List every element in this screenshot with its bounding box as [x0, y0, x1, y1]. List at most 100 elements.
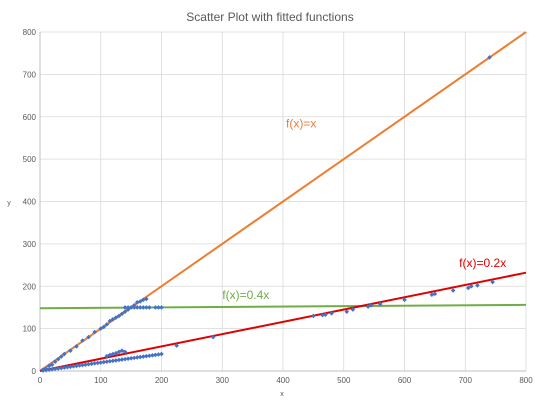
y-tick-label: 600: [23, 113, 37, 122]
x-axis-label: x: [280, 391, 284, 398]
data-point: [137, 354, 143, 360]
data-point: [113, 315, 119, 320]
y-tick-label: 200: [23, 282, 37, 291]
data-point: [52, 359, 58, 364]
data-point: [116, 357, 122, 363]
data-point: [46, 367, 52, 373]
data-point: [122, 349, 128, 355]
data-point: [122, 309, 128, 314]
data-point: [49, 367, 55, 372]
x-tick-label: 500: [337, 376, 351, 385]
data-point: [144, 296, 149, 302]
data-point: [62, 351, 67, 357]
data-point: [74, 344, 79, 349]
x-tick-label: 300: [216, 376, 230, 385]
data-point: [104, 359, 110, 364]
data-point: [101, 324, 107, 330]
data-point: [402, 297, 407, 303]
data-point: [95, 360, 101, 366]
data-point: [52, 366, 58, 372]
data-point: [86, 361, 91, 367]
x-tick-label: 0: [38, 376, 43, 385]
annotation-layer: f(x)=x f(x)=0.4x f(x)=0.2x: [222, 116, 506, 302]
data-point: [147, 353, 152, 359]
data-point: [131, 305, 137, 310]
data-point: [122, 356, 128, 362]
data-point: [83, 362, 88, 367]
data-point: [429, 292, 435, 298]
data-point: [65, 364, 70, 370]
data-point: [92, 361, 97, 366]
data-point: [156, 305, 161, 310]
data-point: [144, 305, 149, 310]
data-point: [450, 288, 456, 293]
data-point: [125, 305, 131, 310]
data-point: [71, 364, 76, 369]
data-point: [137, 299, 143, 304]
data-point: [110, 358, 116, 364]
data-point: [156, 352, 161, 357]
data-point: [40, 368, 46, 373]
data-point: [131, 355, 137, 361]
data-point: [311, 313, 316, 319]
data-point: [487, 55, 492, 60]
data-point: [128, 305, 134, 310]
y-tick-label: 800: [23, 28, 37, 37]
data-point: [55, 356, 61, 362]
data-point: [68, 364, 73, 370]
x-tick-label: 200: [155, 376, 169, 385]
y-tick-label: 700: [23, 70, 37, 79]
data-point: [98, 326, 104, 331]
data-point: [58, 354, 64, 359]
fit-line-04x: [39, 303, 527, 310]
data-point: [74, 363, 79, 369]
x-tick-label: 700: [459, 376, 473, 385]
data-point: [58, 365, 64, 371]
data-point: [128, 355, 134, 361]
x-tick-label: 800: [519, 376, 533, 385]
data-point: [125, 356, 131, 362]
y-tick-label: 0: [32, 367, 37, 376]
data-point: [110, 317, 116, 322]
point-layer: [40, 55, 495, 373]
y-tick-label: 400: [23, 198, 37, 207]
y-tick-label: 100: [23, 325, 37, 334]
data-point: [465, 285, 471, 291]
data-point: [140, 354, 146, 359]
data-point: [490, 279, 495, 285]
data-point: [174, 343, 179, 348]
data-point: [113, 358, 119, 363]
data-point: [140, 305, 146, 310]
data-point: [107, 318, 113, 324]
data-point: [377, 301, 383, 307]
data-point: [475, 283, 480, 288]
annotation-fx-02x: f(x)=0.2x: [459, 256, 506, 270]
chart-title: Scatter Plot with fitted functions: [186, 10, 353, 24]
data-point: [46, 363, 52, 369]
data-point: [89, 361, 94, 367]
x-tick-label: 600: [398, 376, 412, 385]
x-tick-label: 400: [276, 376, 290, 385]
data-point: [153, 305, 158, 310]
data-point: [119, 357, 125, 362]
data-point: [86, 334, 91, 340]
data-point: [77, 363, 82, 368]
data-point: [469, 283, 474, 289]
data-point: [104, 322, 110, 327]
x-tick-label: 100: [94, 376, 108, 385]
data-point: [68, 348, 73, 353]
data-point: [147, 305, 152, 310]
data-point: [134, 305, 140, 310]
data-point: [119, 311, 125, 317]
data-point: [137, 305, 143, 310]
data-point: [116, 313, 122, 319]
data-point: [210, 334, 216, 340]
data-point: [55, 366, 61, 371]
data-point: [344, 309, 350, 314]
data-point: [134, 355, 140, 360]
data-point: [350, 307, 356, 312]
data-point: [92, 329, 97, 335]
data-point: [122, 305, 128, 310]
data-point: [62, 365, 67, 370]
